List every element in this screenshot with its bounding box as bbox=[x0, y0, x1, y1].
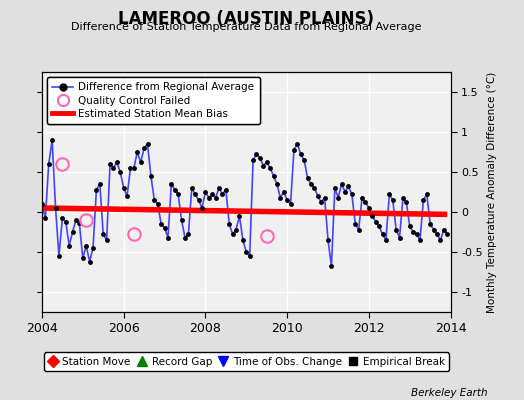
Legend: Difference from Regional Average, Quality Control Failed, Estimated Station Mean: Difference from Regional Average, Qualit… bbox=[47, 77, 259, 124]
Legend: Station Move, Record Gap, Time of Obs. Change, Empirical Break: Station Move, Record Gap, Time of Obs. C… bbox=[43, 352, 449, 371]
Text: LAMEROO (AUSTIN PLAINS): LAMEROO (AUSTIN PLAINS) bbox=[118, 10, 374, 28]
Y-axis label: Monthly Temperature Anomaly Difference (°C): Monthly Temperature Anomaly Difference (… bbox=[487, 71, 497, 313]
Text: Berkeley Earth: Berkeley Earth bbox=[411, 388, 487, 398]
Text: Difference of Station Temperature Data from Regional Average: Difference of Station Temperature Data f… bbox=[71, 22, 421, 32]
